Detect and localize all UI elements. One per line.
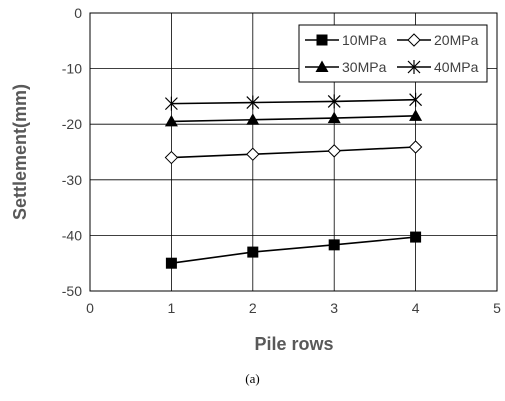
legend-marker-20mpa (407, 33, 421, 47)
x-tick-label: 4 (412, 300, 420, 316)
data-point-10mpa (247, 246, 259, 258)
series-line-20mpa (171, 146, 416, 159)
data-point-20mpa (408, 140, 423, 154)
y-tick-label: -20 (62, 116, 82, 132)
series-line-10mpa (171, 236, 416, 264)
legend-marker-30mpa (315, 60, 329, 72)
legend-marker-10mpa (316, 34, 328, 46)
series-line-40mpa (171, 98, 416, 105)
y-tick-label: -40 (62, 227, 82, 243)
data-point-10mpa (165, 257, 177, 269)
data-point-30mpa (164, 114, 178, 127)
legend-label-40mpa: 40MPa (434, 59, 479, 75)
data-point-20mpa (327, 144, 341, 158)
y-tick-label: -50 (62, 283, 82, 299)
axis-layer: 0-10-20-30-40-500 1 2 3 4 5 (62, 5, 501, 316)
legend-label-30mpa: 30MPa (342, 59, 387, 75)
data-point-30mpa (409, 109, 423, 121)
legend-label-10mpa: 10MPa (342, 32, 387, 48)
data-point-30mpa (246, 113, 260, 125)
x-tick-label: 5 (493, 300, 501, 316)
legend-marker-40mpa (407, 60, 421, 74)
legend: 10MPa 20MPa 30MPa 40MPa (298, 24, 488, 83)
data-point-20mpa (164, 150, 179, 165)
y-tick-label: -30 (62, 172, 82, 188)
x-axis-title: Pile rows (254, 334, 333, 354)
data-point-30mpa (327, 111, 341, 124)
series-layer (164, 92, 423, 269)
data-point-20mpa (246, 147, 260, 161)
y-tick-label: 0 (74, 5, 82, 21)
data-point-10mpa (410, 231, 422, 243)
y-tick-label: -10 (62, 61, 82, 77)
y-axis-title: Settlement(mm) (10, 84, 30, 220)
data-point-40mpa (409, 92, 423, 107)
data-point-40mpa (327, 94, 341, 109)
x-tick-label: 1 (168, 300, 176, 316)
x-tick-label: 0 (86, 300, 94, 316)
data-point-10mpa (328, 239, 340, 251)
series-line-30mpa (171, 115, 416, 123)
data-point-40mpa (164, 96, 178, 111)
x-tick-label: 3 (330, 300, 338, 316)
x-tick-label: 2 (249, 300, 257, 316)
figure-caption: (a) (245, 371, 260, 386)
data-point-40mpa (246, 95, 260, 110)
legend-label-20mpa: 20MPa (434, 32, 479, 48)
legend-box (298, 24, 488, 83)
